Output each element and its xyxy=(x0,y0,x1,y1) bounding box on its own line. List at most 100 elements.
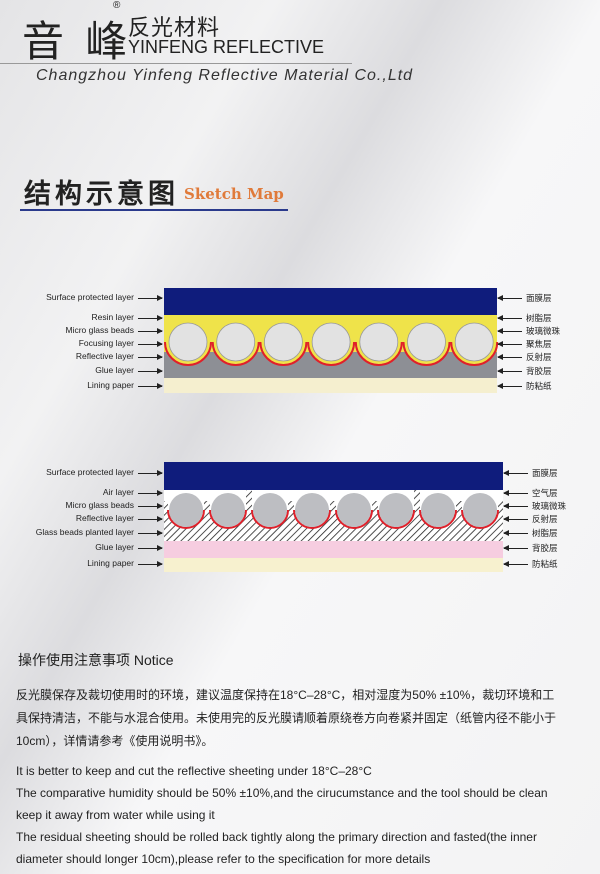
notice-english: It is better to keep and cut the reflect… xyxy=(16,760,586,870)
arrow-right-icon xyxy=(138,516,163,522)
arrow-right-icon xyxy=(138,315,163,321)
layer-label-cn: 防粘纸 xyxy=(526,381,552,391)
section-title-en: Sketch Map xyxy=(184,185,284,203)
layer-label-cn: 玻璃微珠 xyxy=(526,326,561,336)
arrow-right-icon xyxy=(138,368,163,374)
surface-protected-layer xyxy=(164,288,497,315)
glass-bead xyxy=(169,493,203,527)
arrow-right-icon xyxy=(138,530,163,536)
notice-en-line: diameter should longer 10cm),please refe… xyxy=(16,852,431,866)
layer-label: Surface protected layer xyxy=(46,292,134,302)
arrow-left-icon xyxy=(503,561,528,567)
section-title-cn: 结构示意图 xyxy=(24,179,179,210)
lining-paper xyxy=(164,558,503,572)
glass-bead xyxy=(463,493,497,527)
layer-label-cn: 反射层 xyxy=(526,352,552,362)
layer-label-cn: 面膜层 xyxy=(532,468,558,478)
arrow-left-icon xyxy=(497,383,522,389)
layer-label: Focusing layer xyxy=(78,338,134,348)
arrow-left-icon xyxy=(497,354,522,360)
brand-chinese: 反光材料 xyxy=(128,15,221,40)
notice-cn-line: 反光膜保存及裁切使用时的环境，建议温度保持在18°C–28°C，相对湿度为50%… xyxy=(16,688,555,702)
layer-label: Air layer xyxy=(102,487,134,497)
notice-cn-line: 10cm），详情请参考《使用说明书》。 xyxy=(16,734,214,748)
glass-bead xyxy=(216,322,256,362)
layer-label-cn: 背胶层 xyxy=(526,366,552,376)
reflective-layer xyxy=(259,341,308,366)
glue-layer xyxy=(164,541,503,558)
notice-cn-line: 具保持清洁，不能与水混合使用。未使用完的反光膜请顺着原绕卷方向卷紧并固定（纸管内… xyxy=(16,711,557,725)
notice-en-line: It is better to keep and cut the reflect… xyxy=(16,764,372,778)
reflective-layer xyxy=(167,509,205,529)
reflective-layer xyxy=(209,509,247,529)
brand-english: YINFENG REFLECTIVE xyxy=(128,37,325,57)
surface-protected-layer xyxy=(164,462,503,490)
layer-label: Micro glass beads xyxy=(65,325,134,335)
arrow-left-icon xyxy=(503,545,528,551)
glass-bead xyxy=(407,322,446,362)
registered-mark: ® xyxy=(113,0,121,11)
lining-paper xyxy=(164,378,497,393)
layer-label-cn: 玻璃微珠 xyxy=(532,501,567,511)
layer-label: Surface protected layer xyxy=(46,467,134,477)
glass-bead xyxy=(454,322,494,362)
arrow-right-icon xyxy=(138,354,163,360)
reflective-layer xyxy=(402,341,451,366)
layer-label-cn: 树脂层 xyxy=(526,313,552,323)
glass-bead xyxy=(295,493,329,527)
reflective-layer xyxy=(461,509,499,529)
layer-label-cn: 背胶层 xyxy=(532,543,558,553)
layer-label: Lining paper xyxy=(87,380,134,390)
reflective-layer xyxy=(419,509,457,529)
arrow-right-icon xyxy=(138,328,163,334)
arrow-left-icon xyxy=(503,530,528,536)
layer-label-cn: 防粘纸 xyxy=(532,559,558,569)
notice-en-line: The residual sheeting should be rolled b… xyxy=(16,830,537,844)
layer-label-cn: 反射层 xyxy=(532,514,558,524)
layer-label: Lining paper xyxy=(87,558,134,568)
arrow-left-icon xyxy=(503,490,528,496)
arrow-right-icon xyxy=(138,503,163,509)
layer-label-cn: 聚焦层 xyxy=(526,339,552,349)
glass-bead xyxy=(263,322,303,362)
arrow-left-icon xyxy=(497,368,522,374)
arrow-left-icon xyxy=(503,470,528,476)
glass-bead xyxy=(311,322,351,362)
reflective-layer xyxy=(211,341,260,366)
notice-en-line: keep it away from water while using it xyxy=(16,808,215,822)
arrow-left-icon xyxy=(497,341,522,347)
reflective-layer xyxy=(251,509,289,529)
glass-bead xyxy=(211,493,245,527)
layer-label: Resin layer xyxy=(91,312,134,322)
section-underline xyxy=(20,209,288,211)
reflective-layer xyxy=(164,341,212,366)
arrow-right-icon xyxy=(138,490,163,496)
glass-bead xyxy=(253,493,287,527)
notice-en-line: The comparative humidity should be 50% ±… xyxy=(16,786,548,800)
reflective-layer xyxy=(377,509,415,529)
reflective-layer xyxy=(293,509,331,529)
arrow-left-icon xyxy=(497,328,522,334)
layer-label: Glue layer xyxy=(95,542,134,552)
layer-label: Reflective layer xyxy=(75,351,134,361)
arrow-right-icon xyxy=(138,295,163,301)
arrow-right-icon xyxy=(138,561,163,567)
reflective-layer xyxy=(335,509,373,529)
company-name: Changzhou Yinfeng Reflective Material Co… xyxy=(36,67,414,84)
reflective-layer xyxy=(354,341,403,366)
arrow-right-icon xyxy=(138,341,163,347)
reflective-layer xyxy=(450,341,499,366)
arrow-right-icon xyxy=(138,470,163,476)
arrow-left-icon xyxy=(503,503,528,509)
layer-label: Glue layer xyxy=(95,365,134,375)
arrow-left-icon xyxy=(497,315,522,321)
logo-chinese: 音 峰 xyxy=(22,17,132,66)
notice-title: 操作使用注意事项 Notice xyxy=(18,652,174,668)
arrow-right-icon xyxy=(138,383,163,389)
glass-bead xyxy=(379,493,413,527)
layer-label: Glass beads planted layer xyxy=(35,527,134,537)
glass-bead xyxy=(359,322,399,362)
reflective-layer xyxy=(307,341,356,366)
